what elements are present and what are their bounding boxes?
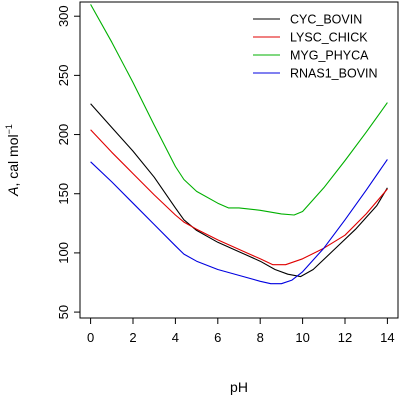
x-tick-label: 14 [380,330,394,345]
legend-entry: MYG_PHYCA [253,49,369,63]
series-line-cyc-bovin [90,103,388,278]
y-axis: 50 100 150 200 250 300 [56,5,80,319]
plot-box [79,1,399,319]
y-axis-title: A, cal mol−1 [4,124,21,197]
x-tick-label: 12 [338,330,352,345]
x-tick-label: 10 [295,330,309,345]
legend-label-myg-phyca: MYG_PHYCA [290,49,369,63]
legend-label-cyc-bovin: CYC_BOVIN [290,13,362,27]
legend-label-lysc-chick: LYSC_CHICK [290,31,368,45]
x-tick-label: 6 [214,330,221,345]
legend: CYC_BOVIN LYSC_CHICK MYG_PHYCA RNAS1_BOV… [253,13,378,81]
legend-entry: CYC_BOVIN [253,13,362,27]
series-layer [90,4,388,285]
y-tick-label: 300 [56,5,71,27]
x-tick-label: 0 [87,330,94,345]
series-line-myg-phyca [90,4,388,216]
y-tick-label: 200 [56,124,71,146]
legend-entry: RNAS1_BOVIN [253,67,378,81]
legend-label-rnas1-bovin: RNAS1_BOVIN [290,67,378,81]
legend-entry: LYSC_CHICK [253,31,368,45]
y-tick-label: 100 [56,242,71,264]
x-tick-label: 2 [129,330,136,345]
y-tick-label: 50 [56,305,71,319]
y-axis-title-main: A [5,187,21,197]
y-tick-label: 250 [56,65,71,87]
x-tick-label: 4 [172,330,179,345]
y-axis-title-units: , cal mol [5,134,21,186]
y-axis-title-sup: −1 [4,124,14,134]
x-axis: 0 2 4 6 8 10 12 14 [87,318,395,345]
x-axis-title: pH [230,379,248,395]
series-line-lysc-chick [90,129,388,266]
series-line-rnas1-bovin [90,159,388,285]
x-tick-label: 8 [257,330,264,345]
y-tick-label: 150 [56,183,71,205]
